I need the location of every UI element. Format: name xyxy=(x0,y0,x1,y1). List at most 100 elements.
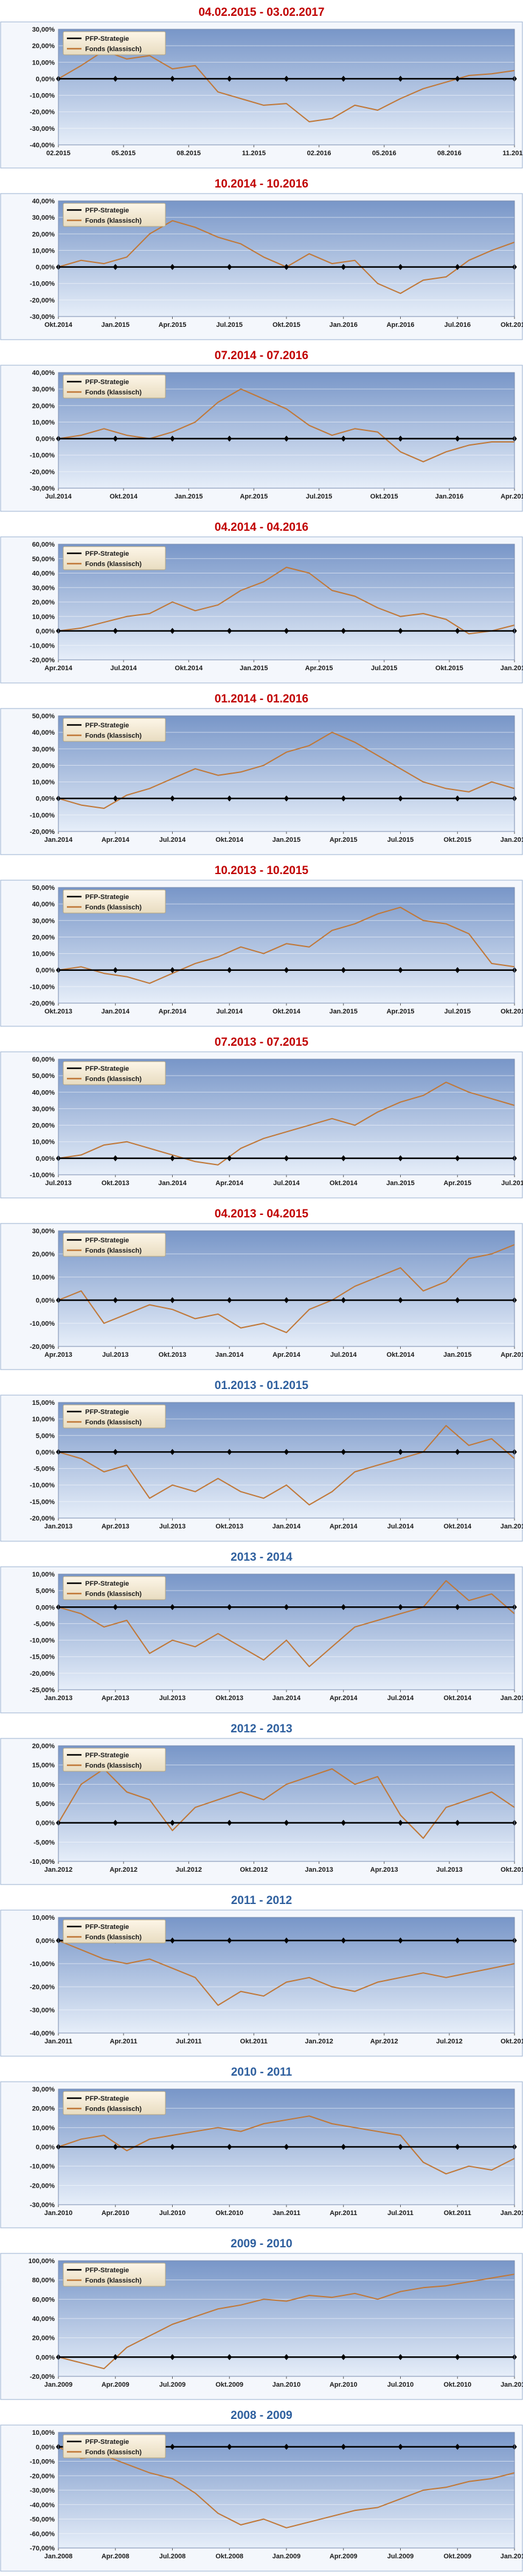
x-tick-label: 02.2015 xyxy=(46,150,71,157)
y-tick-label: 10,00% xyxy=(32,59,55,66)
plot-border xyxy=(58,2088,515,2205)
y-tick-label: -10,00% xyxy=(30,93,55,100)
plot-border xyxy=(58,887,515,1004)
pfp-marker xyxy=(341,1937,346,1944)
chart-panel: 04.02.2015 - 03.02.2017 -40,00% -30,00% -20… xyxy=(0,0,523,172)
chart-title: 2010 - 2011 xyxy=(231,2066,293,2079)
x-tick-label: Okt.2015 xyxy=(272,321,300,329)
x-tick-label: Jan.2014 xyxy=(158,1180,187,1187)
y-tick-label: 40,00% xyxy=(32,729,55,737)
chart-panel: 04.2014 - 04.2016 -20,00% -10,00% 0,00% 10,0… xyxy=(0,515,523,687)
y-tick-label: 80,00% xyxy=(32,2277,55,2284)
legend-label-pfp: PFP-Strategie xyxy=(85,35,129,43)
x-tick-label: Jan.2009 xyxy=(44,2381,72,2389)
y-tick-label: -10,00% xyxy=(30,2459,55,2466)
pfp-marker xyxy=(227,2354,232,2361)
x-tick-label: Jul.2015 xyxy=(216,321,243,329)
y-tick-label: -5,00% xyxy=(33,1620,55,1628)
pfp-marker xyxy=(455,1604,460,1611)
x-tick-label: 08.2015 xyxy=(176,150,201,157)
chart-panel: 2009 - 2010 -20,00% 0,00% 20,00% 40,00% 60,00… xyxy=(0,2231,523,2403)
y-tick-label: 15,00% xyxy=(32,1399,55,1407)
y-tick-label: 10,00% xyxy=(32,2429,55,2437)
x-tick-label: Jul.2013 xyxy=(102,1351,128,1359)
y-tick-label: 30,00% xyxy=(32,746,55,753)
y-tick-label: 0,00% xyxy=(36,2354,55,2361)
plot-border xyxy=(58,715,515,832)
x-tick-label: Jan.2012 xyxy=(44,1866,72,1874)
x-tick-label: Jan.2016 xyxy=(330,321,358,329)
chart-svg: 01.2013 - 01.2015 -20,00% -15,00% -10,00% -5… xyxy=(0,1379,523,1542)
x-tick-label: Okt.2010 xyxy=(443,2381,471,2389)
y-tick-label: -10,00% xyxy=(30,642,55,649)
chart-panel: 2011 - 2012 -40,00% -30,00% -20,00% -10,00% 0… xyxy=(0,1888,523,2060)
plot-border xyxy=(58,1745,515,1862)
x-tick-label: Apr.2015 xyxy=(305,665,333,672)
chart-title: 01.2013 - 01.2015 xyxy=(215,1379,309,1392)
pfp-marker xyxy=(398,2443,403,2450)
y-tick-label: -20,00% xyxy=(30,1670,55,1678)
y-tick-label: -20,00% xyxy=(30,1515,55,1522)
x-tick-label: Jul.2013 xyxy=(45,1180,71,1187)
plot-border xyxy=(58,200,515,317)
legend-label-pfp: PFP-Strategie xyxy=(85,1237,129,1244)
pfp-marker xyxy=(284,628,289,634)
x-tick-label: Jan.2015 xyxy=(330,1008,358,1015)
legend xyxy=(63,1404,166,1429)
pfp-marker xyxy=(227,2443,232,2450)
x-tick-label: Okt.2013 xyxy=(215,1695,243,1702)
y-tick-label: -40,00% xyxy=(30,142,55,149)
pfp-marker xyxy=(113,75,118,82)
y-tick-label: 0,00% xyxy=(36,1449,55,1456)
pfp-marker xyxy=(227,1155,232,1161)
x-tick-label: Okt.2012 xyxy=(240,1866,268,1874)
pfp-marker xyxy=(170,264,175,270)
chart-title: 2011 - 2012 xyxy=(231,1894,292,1907)
x-tick-label: Jul.2010 xyxy=(159,2210,185,2217)
pfp-marker xyxy=(227,795,232,802)
x-tick-label: Okt.2014 xyxy=(272,1008,301,1015)
y-tick-label: -10,00% xyxy=(30,812,55,819)
y-tick-label: 20,00% xyxy=(32,599,55,606)
y-tick-label: 10,00% xyxy=(32,1914,55,1922)
x-tick-label: Jan.2015 xyxy=(386,1180,414,1187)
y-tick-label: -60,00% xyxy=(30,2530,55,2538)
x-tick-label: Jul.2014 xyxy=(45,493,72,500)
legend-label-pfp: PFP-Strategie xyxy=(85,1065,129,1073)
x-tick-label: Okt.2014 xyxy=(175,665,203,672)
x-tick-label: Apr.2013 xyxy=(102,1695,130,1702)
x-tick-label: Jul.2015 xyxy=(387,836,414,844)
x-tick-label: Jan.2010 xyxy=(44,2210,72,2217)
pfp-marker xyxy=(113,795,118,802)
x-tick-label: Apr.2013 xyxy=(44,1351,72,1359)
y-tick-label: -10,00% xyxy=(30,1961,55,1968)
series-line-fonds xyxy=(58,1244,515,1334)
pfp-marker xyxy=(398,75,403,82)
series-line-fonds xyxy=(58,2446,515,2529)
y-tick-label: -20,00% xyxy=(30,2373,55,2381)
x-tick-label: Jan.2015 xyxy=(443,1351,471,1359)
y-tick-label: -10,00% xyxy=(30,452,55,460)
x-tick-label: Okt.2014 xyxy=(330,1180,358,1187)
x-tick-label: Apr.2010 xyxy=(102,2210,130,2217)
chart-svg: 04.2013 - 04.2015 -20,00% -10,00% 0,00% 10,0… xyxy=(0,1208,523,1370)
x-tick-label: Jan.2015 xyxy=(240,665,268,672)
pfp-marker xyxy=(170,967,175,973)
y-tick-label: 50,00% xyxy=(32,884,55,892)
y-tick-label: -20,00% xyxy=(30,2473,55,2480)
x-tick-label: Okt.2014 xyxy=(443,1695,472,1702)
pfp-marker xyxy=(341,1604,346,1611)
x-tick-label: Jul.2014 xyxy=(216,1008,243,1015)
y-tick-label: 0,00% xyxy=(36,2144,55,2151)
series-line-fonds xyxy=(58,732,515,809)
x-tick-label: Jan.2015 xyxy=(272,836,300,844)
pfp-marker xyxy=(398,628,403,634)
x-tick-label: Okt.2008 xyxy=(215,2553,243,2560)
y-tick-label: -10,00% xyxy=(30,2163,55,2171)
y-tick-label: 20,00% xyxy=(32,1122,55,1130)
plot-border xyxy=(58,1573,515,1690)
plot-border xyxy=(58,2260,515,2377)
legend-label-pfp: PFP-Strategie xyxy=(85,379,129,386)
series-line-fonds xyxy=(58,2273,515,2370)
